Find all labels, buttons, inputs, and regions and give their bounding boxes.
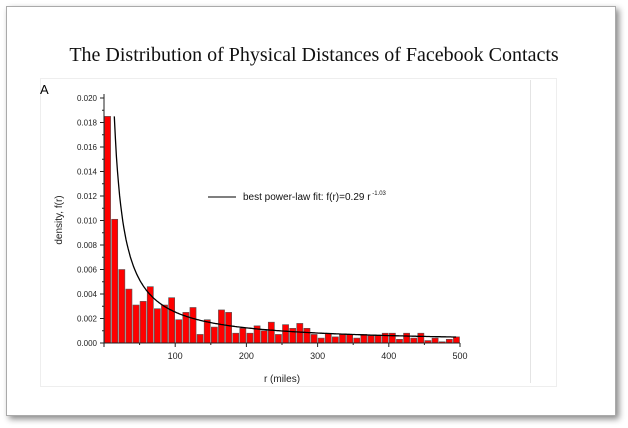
y-tick-label: 0.012: [77, 192, 98, 201]
panel-divider: [530, 80, 531, 383]
y-tick-label: 0.018: [77, 119, 98, 128]
histogram-bar: [239, 327, 247, 344]
x-tick-label: 300: [310, 351, 325, 361]
y-tick-label: 0.020: [77, 94, 98, 103]
histogram-bar: [232, 332, 240, 344]
histogram-bar: [246, 332, 254, 344]
histogram-bar: [203, 319, 211, 344]
histogram-bar: [310, 334, 318, 344]
y-tick-label: 0.010: [77, 217, 98, 226]
y-axis-label: density, f(r): [54, 195, 65, 244]
histogram-bar: [374, 335, 382, 344]
power-law-fit-line: [113, 116, 457, 338]
histogram-bar: [118, 269, 126, 344]
histogram-bar: [296, 323, 304, 344]
y-tick-label: 0.016: [77, 143, 98, 152]
histogram-bar: [282, 324, 289, 344]
histogram-bar: [125, 288, 133, 344]
legend-exponent: -1.03: [371, 191, 387, 197]
histogram-bar: [175, 319, 183, 344]
histogram-bar: [360, 334, 368, 344]
histogram-bar: [303, 327, 311, 344]
histogram-bar: [317, 337, 325, 344]
histogram-bar: [168, 297, 176, 344]
y-tick-label: 0.000: [77, 339, 98, 348]
histogram-bar: [225, 312, 232, 344]
histogram-bar: [453, 336, 460, 344]
histogram-bar: [367, 335, 375, 344]
histogram-bar: [346, 334, 353, 344]
histogram-bar: [339, 334, 346, 344]
chart-title: The Distribution of Physical Distances o…: [69, 44, 559, 66]
histogram-bar: [332, 336, 339, 344]
histogram-bar: [289, 327, 297, 344]
histogram-bar: [211, 326, 218, 344]
panel-label: A: [40, 82, 49, 97]
x-tick-label: 500: [452, 351, 467, 361]
histogram-bar: [381, 332, 389, 344]
histogram-bar: [154, 308, 161, 344]
histogram-bar: [132, 304, 140, 344]
histogram-bar: [196, 334, 204, 344]
x-axis-label: r (miles): [264, 374, 300, 385]
histogram-bar: [410, 337, 418, 344]
x-tick-label: 400: [381, 351, 396, 361]
x-tick-label: 100: [168, 351, 183, 361]
histogram-bar: [260, 330, 268, 344]
histogram-bar: [275, 334, 282, 344]
histogram-bar: [111, 218, 119, 344]
histogram-bar: [267, 321, 275, 344]
histogram-bar: [104, 116, 111, 344]
y-tick-label: 0.008: [77, 241, 98, 250]
histogram-bar: [161, 304, 168, 344]
y-tick-label: 0.014: [77, 168, 98, 177]
histogram-bar: [353, 337, 361, 344]
y-tick-label: 0.004: [77, 290, 98, 299]
legend-label: best power-law fit: f(r)=0.29 r -1.03: [243, 191, 387, 203]
histogram-bar: [431, 337, 439, 344]
y-tick-label: 0.002: [77, 315, 98, 324]
histogram-bar: [388, 332, 396, 344]
x-tick-label: 200: [239, 351, 254, 361]
histogram-bar: [324, 332, 332, 344]
histogram-bar: [139, 301, 147, 344]
y-tick-label: 0.006: [77, 266, 98, 275]
histogram-bar: [445, 339, 453, 344]
histogram-bar: [417, 332, 425, 344]
chart-panel: [40, 78, 557, 387]
histogram-bar: [396, 339, 403, 344]
histogram-bar: [218, 309, 225, 344]
histogram-bar: [403, 332, 410, 344]
histogram-bar: [189, 307, 197, 344]
